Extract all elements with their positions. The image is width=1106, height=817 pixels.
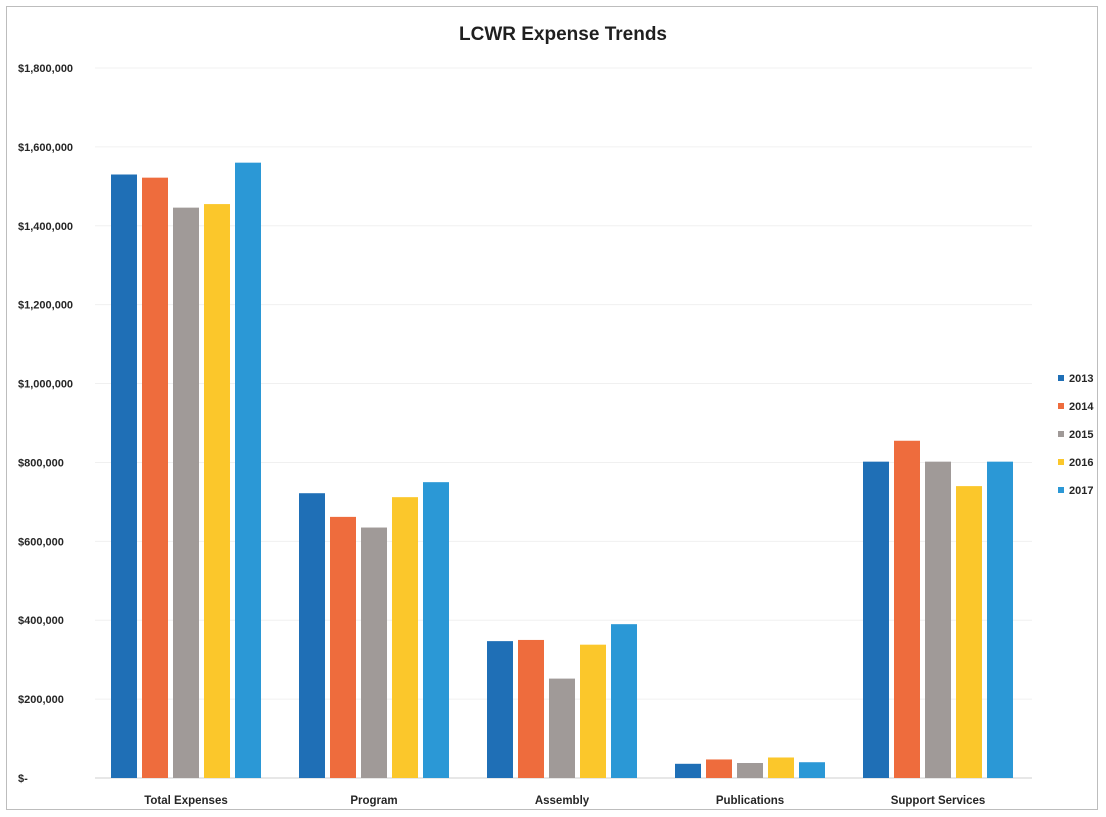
bar-2015 <box>925 461 951 778</box>
bar-2014 <box>142 177 168 779</box>
bar-2014 <box>894 440 920 778</box>
legend-swatch <box>1058 431 1064 437</box>
y-tick-label: $1,000,000 <box>18 379 73 391</box>
x-category-label: Total Expenses <box>144 795 228 807</box>
legend-swatch <box>1058 375 1064 381</box>
bar-2015 <box>361 527 387 778</box>
bar-2015 <box>737 763 763 778</box>
legend-label: 2016 <box>1069 457 1093 469</box>
bar-2016 <box>204 204 230 779</box>
bar-2013 <box>487 641 513 778</box>
legend-swatch <box>1058 403 1064 409</box>
bar-2014 <box>706 759 732 778</box>
y-axis-tick-labels: $- $200,000 $400,000 $600,000 $800,000 $1,000… <box>18 63 73 785</box>
bar-2017 <box>987 461 1013 778</box>
y-tick-label: $1,200,000 <box>18 300 73 312</box>
x-category-label: Assembly <box>535 795 590 807</box>
bar-2013 <box>299 493 325 778</box>
bar-2013 <box>111 174 137 778</box>
x-axis-category-labels: Total Expenses Program Assembly Publication… <box>144 795 985 807</box>
bar-2017 <box>799 762 825 778</box>
bar-2013 <box>675 763 701 778</box>
bar-series <box>111 162 1013 779</box>
bar-2015 <box>173 207 199 779</box>
bar-2015 <box>549 678 575 778</box>
legend-label: 2017 <box>1069 485 1093 497</box>
x-category-label: Publications <box>716 795 784 807</box>
bar-2017 <box>423 482 449 778</box>
y-tick-label: $600,000 <box>18 536 64 548</box>
bar-2014 <box>518 639 544 778</box>
legend-label: 2014 <box>1069 401 1094 413</box>
y-tick-label: $800,000 <box>18 457 64 469</box>
bar-2016 <box>956 486 982 778</box>
bar-2014 <box>330 516 356 778</box>
x-category-label: Support Services <box>891 795 986 807</box>
y-tick-label: $1,400,000 <box>18 221 73 233</box>
chart-title: LCWR Expense Trends <box>459 24 667 45</box>
y-tick-label: $1,800,000 <box>18 63 73 75</box>
y-tick-label: $200,000 <box>18 694 64 706</box>
y-tick-label: $- <box>18 773 28 785</box>
bar-2013 <box>863 461 889 778</box>
legend-swatch <box>1058 487 1064 493</box>
bar-2017 <box>611 624 637 778</box>
bar-2017 <box>235 162 261 778</box>
bar-2016 <box>580 644 606 778</box>
legend-label: 2013 <box>1069 373 1093 385</box>
legend: 2013 2014 2015 2016 2017 <box>1058 373 1094 497</box>
bar-2016 <box>392 497 418 778</box>
y-tick-label: $400,000 <box>18 615 64 627</box>
bar-2016 <box>768 757 794 778</box>
y-tick-label: $1,600,000 <box>18 142 73 154</box>
legend-label: 2015 <box>1069 429 1093 441</box>
x-category-label: Program <box>350 795 397 807</box>
legend-swatch <box>1058 459 1064 465</box>
